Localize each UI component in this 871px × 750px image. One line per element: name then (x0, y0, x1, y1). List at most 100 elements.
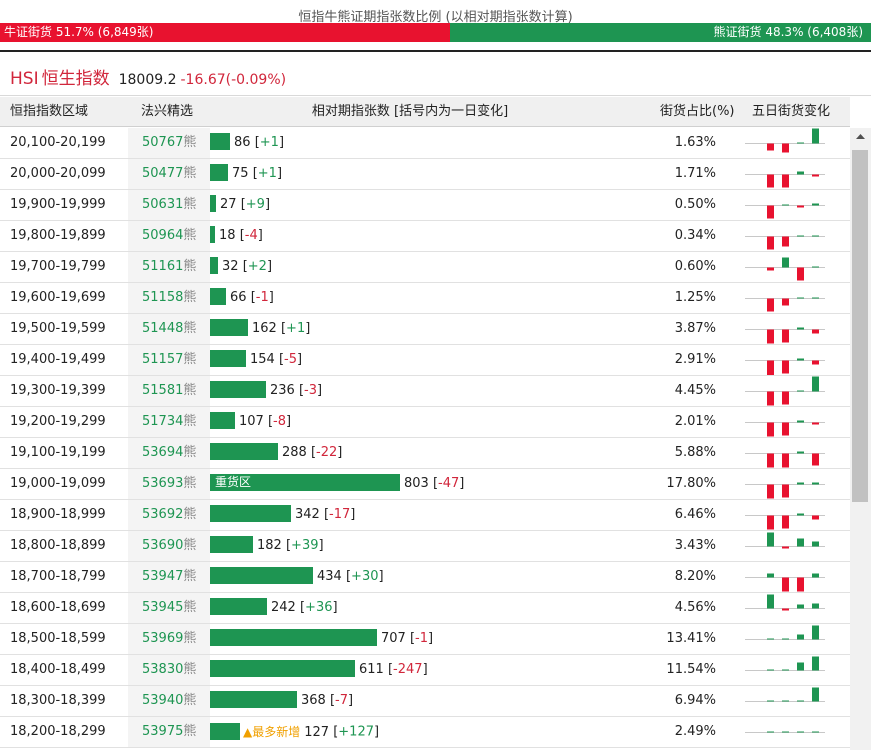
column-header-relative-contracts: 相对期指张数 [括号内为一日变化] (311, 104, 509, 119)
strike-range: 20,000-20,099 (10, 166, 106, 181)
table-row[interactable]: 18,800-18,899 53690熊 182 [+39] 3.43% (0, 531, 850, 562)
table-row[interactable]: 18,200-18,299 53975熊 ▲最多新增 127 [+127] 2.49% (0, 717, 850, 748)
strike-range: 19,400-19,499 (10, 352, 106, 367)
table-row[interactable]: 19,100-19,199 53694熊 288 [-22] 5.88% (0, 438, 850, 469)
product-code[interactable]: 50767 (142, 135, 184, 150)
product-code[interactable]: 50477 (142, 166, 184, 181)
product-type: 熊 (183, 476, 197, 491)
product-code-link[interactable]: 53975熊 (128, 717, 210, 747)
table-row[interactable]: 20,000-20,099 50477熊 75 [+1] 1.71% (0, 159, 850, 190)
product-code-link[interactable]: 53969熊 (128, 624, 210, 654)
product-code-link[interactable]: 53694熊 (128, 438, 210, 468)
five-day-sparkline (745, 327, 825, 344)
product-code-link[interactable]: 51581熊 (128, 376, 210, 406)
sparkline-bar (797, 142, 804, 144)
table-row[interactable]: 18,900-18,999 53692熊 342 [-17] 6.46% (0, 500, 850, 531)
sparkline-bar (812, 266, 819, 268)
sparkline-bar (767, 267, 774, 271)
product-code[interactable]: 51734 (142, 414, 184, 429)
table-row[interactable]: 20,100-20,199 50767熊 86 [+1] 1.63% (0, 128, 850, 159)
product-code[interactable]: 51158 (142, 290, 184, 305)
product-type: 熊 (183, 414, 197, 429)
scroll-up-arrow-icon[interactable] (850, 128, 871, 145)
relative-contracts: 236 [-3] (210, 376, 322, 406)
product-type: 熊 (183, 290, 197, 305)
product-code[interactable]: 51161 (142, 259, 184, 274)
product-code[interactable]: 51581 (142, 383, 184, 398)
table-row[interactable]: 18,400-18,499 53830熊 611 [-247] 11.54% (0, 655, 850, 686)
table-row[interactable]: 19,500-19,599 51448熊 162 [+1] 3.87% (0, 314, 850, 345)
product-code[interactable]: 53947 (142, 569, 184, 584)
product-code[interactable]: 50631 (142, 197, 184, 212)
five-day-change-chart (745, 283, 827, 313)
relative-contracts: ▲最多新增 127 [+127] (210, 717, 379, 747)
table-row[interactable]: 18,600-18,699 53945熊 242 [+36] 4.56% (0, 593, 850, 624)
cbbc-table-body: 20,100-20,199 50767熊 86 [+1] 1.63% 20,000-20… (0, 128, 850, 748)
table-row[interactable]: 19,800-19,899 50964熊 18 [-4] 0.34% (0, 221, 850, 252)
product-code[interactable]: 53969 (142, 631, 184, 646)
product-code-link[interactable]: 50477熊 (128, 159, 210, 189)
product-code[interactable]: 53693 (142, 476, 184, 491)
product-code-link[interactable]: 50767熊 (128, 128, 210, 158)
sparkline-bar (767, 638, 774, 640)
sparkline-bar (782, 515, 789, 529)
five-day-change-chart (745, 655, 827, 685)
product-code-link[interactable]: 53940熊 (128, 686, 210, 716)
sparkline-bar (782, 236, 789, 247)
vertical-scrollbar[interactable] (850, 128, 871, 750)
table-row[interactable]: 18,300-18,399 53940熊 368 [-7] 6.94% (0, 686, 850, 717)
scrollbar-thumb[interactable] (852, 150, 868, 502)
product-code-link[interactable]: 53945熊 (128, 593, 210, 623)
index-name[interactable]: 恒生指数 (41, 69, 110, 89)
product-code-link[interactable]: 53692熊 (128, 500, 210, 530)
contracts-bar (210, 536, 253, 553)
relative-contracts: 75 [+1] (210, 159, 282, 189)
table-row[interactable]: 19,000-19,099 53693熊 重货区 803 [-47] 17.80% (0, 469, 850, 500)
product-code[interactable]: 51448 (142, 321, 184, 336)
table-row[interactable]: 19,900-19,999 50631熊 27 [+9] 0.50% (0, 190, 850, 221)
contracts-bar (210, 412, 235, 429)
column-header-code: 法兴精选 (141, 104, 194, 119)
product-code[interactable]: 53690 (142, 538, 184, 553)
product-code-link[interactable]: 50631熊 (128, 190, 210, 220)
five-day-change-chart (745, 717, 827, 747)
index-code[interactable]: HSI (10, 69, 39, 89)
product-code-link[interactable]: 53830熊 (128, 655, 210, 685)
strike-range: 19,900-19,999 (10, 197, 106, 212)
product-code-link[interactable]: 53693熊 (128, 469, 210, 499)
product-code[interactable]: 53694 (142, 445, 184, 460)
table-row[interactable]: 19,700-19,799 51161熊 32 [+2] 0.60% (0, 252, 850, 283)
product-code-link[interactable]: 51448熊 (128, 314, 210, 344)
product-code[interactable]: 53830 (142, 662, 184, 677)
product-code-link[interactable]: 51734熊 (128, 407, 210, 437)
table-row[interactable]: 18,500-18,599 53969熊 707 [-1] 13.41% (0, 624, 850, 655)
table-row[interactable]: 19,400-19,499 51157熊 154 [-5] 2.91% (0, 345, 850, 376)
strike-range: 19,100-19,199 (10, 445, 106, 460)
outstanding-pct: 6.46% (674, 507, 716, 522)
sparkline-bar (797, 731, 804, 733)
product-code-link[interactable]: 51161熊 (128, 252, 210, 282)
product-code[interactable]: 53945 (142, 600, 184, 615)
daily-change: [+2] (242, 259, 273, 274)
sparkline-bar (767, 143, 774, 151)
product-code-link[interactable]: 53947熊 (128, 562, 210, 592)
product-code[interactable]: 50964 (142, 228, 184, 243)
product-code-link[interactable]: 51157熊 (128, 345, 210, 375)
product-code[interactable]: 51157 (142, 352, 184, 367)
product-code-link[interactable]: 51158熊 (128, 283, 210, 313)
table-row[interactable]: 19,300-19,399 51581熊 236 [-3] 4.45% (0, 376, 850, 407)
product-code[interactable]: 53692 (142, 507, 184, 522)
product-code[interactable]: 53975 (142, 724, 184, 739)
product-code[interactable]: 53940 (142, 693, 184, 708)
table-row[interactable]: 18,700-18,799 53947熊 434 [+30] 8.20% (0, 562, 850, 593)
sparkline-bar (812, 297, 819, 299)
product-code-link[interactable]: 53690熊 (128, 531, 210, 561)
table-row[interactable]: 19,200-19,299 51734熊 107 [-8] 2.01% (0, 407, 850, 438)
product-type: 熊 (183, 259, 197, 274)
five-day-sparkline (745, 482, 825, 499)
table-row[interactable]: 19,600-19,699 51158熊 66 [-1] 1.25% (0, 283, 850, 314)
daily-change: [-7] (329, 693, 354, 708)
product-code-link[interactable]: 50964熊 (128, 221, 210, 251)
sparkline-bar (782, 257, 789, 268)
outstanding-pct: 1.71% (674, 166, 716, 181)
